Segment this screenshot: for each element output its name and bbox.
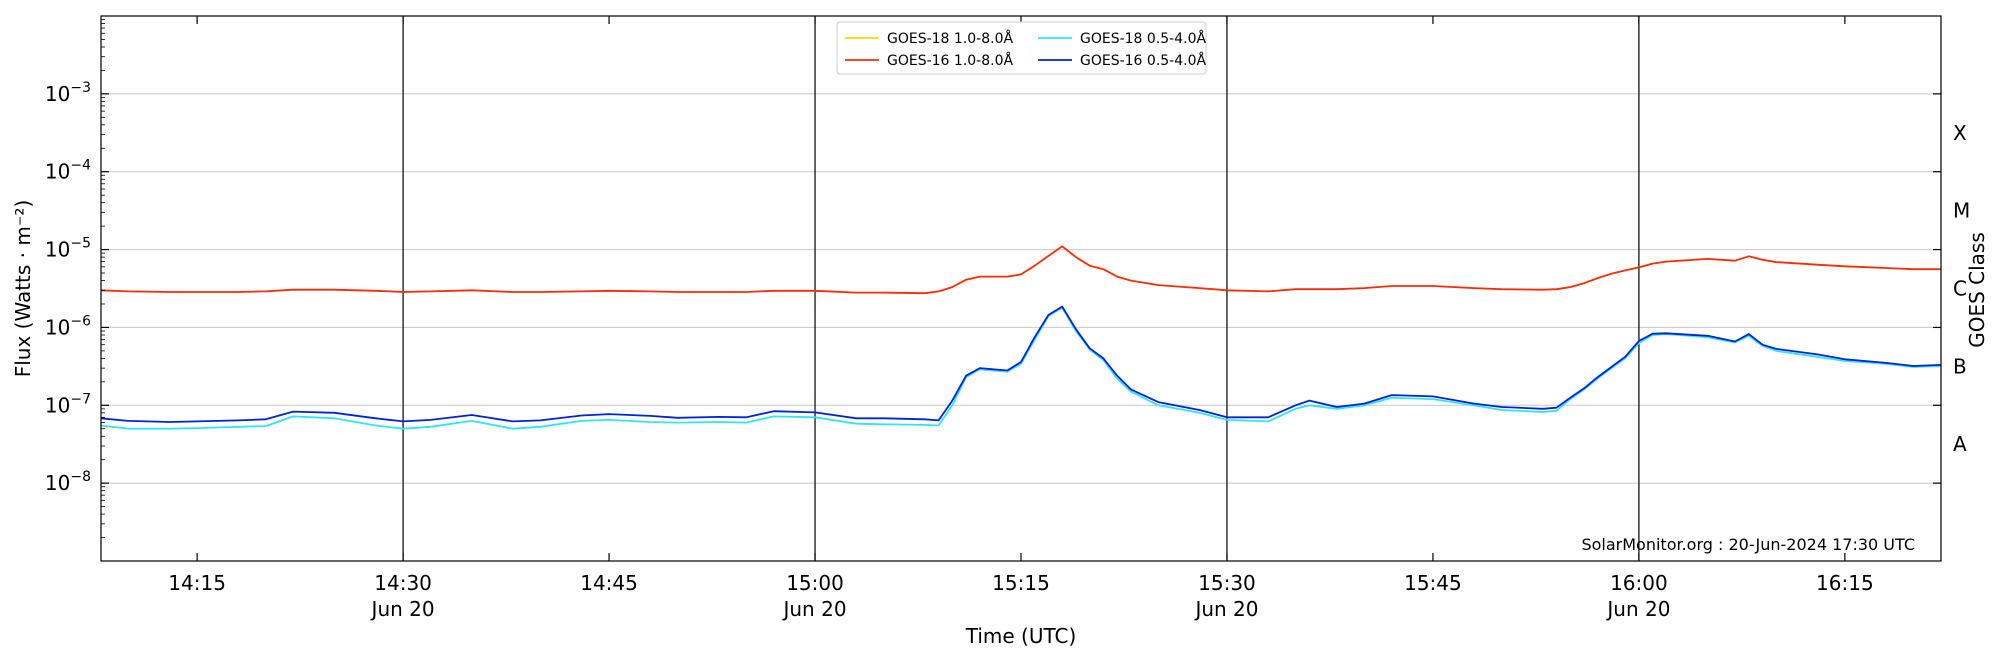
x-tick-date-label: Jun 20 (370, 597, 435, 621)
x-tick-label: 15:15 (992, 571, 1050, 595)
x-tick-label: 16:00 (1610, 571, 1668, 595)
x-tick-date-label: Jun 20 (781, 597, 846, 621)
x-tick-label: 15:30 (1198, 571, 1256, 595)
x-tick-label: 14:30 (374, 571, 432, 595)
source-annotation: SolarMonitor.org : 20-Jun-2024 17:30 UTC (1581, 535, 1915, 554)
legend-entry-label: GOES-16 0.5-4.0Å (1080, 52, 1206, 69)
x-tick-label: 14:45 (580, 571, 638, 595)
x-tick-label: 15:45 (1404, 571, 1462, 595)
y-tick-label: 10−4 (45, 158, 91, 184)
x-axis-title: Time (UTC) (965, 624, 1077, 648)
series-line (100, 245, 1941, 295)
day-boundary-lines (402, 16, 1640, 561)
goes-class-label: X (1953, 121, 1967, 145)
legend-entry-label: GOES-16 1.0-8.0Å (887, 52, 1013, 69)
y-tick-label: 10−7 (45, 391, 91, 417)
goes-class-label: A (1953, 432, 1967, 456)
legend-entry-label: GOES-18 0.5-4.0Å (1080, 30, 1206, 47)
y-tick-label: 10−6 (45, 313, 91, 339)
goes-class-label: M (1953, 199, 1970, 223)
goes-class-label: B (1953, 354, 1967, 378)
plot-frame (100, 15, 1942, 562)
y-axis-title: Flux (Watts · m⁻²) (11, 200, 35, 378)
y-tick-label: 10−3 (45, 80, 91, 106)
y-tick-label: 10−8 (45, 469, 91, 495)
goes-class-label: C (1953, 277, 1967, 301)
y-axis: 10−8 10−7 10−6 10−5 10−4 10−3 (45, 19, 1941, 538)
x-tick-label: 16:15 (1816, 571, 1874, 595)
series-lines (100, 245, 1942, 430)
y-tick-label: 10−5 (45, 236, 91, 262)
series-line (100, 305, 1942, 423)
goes-class-axis: A B C M X (1953, 121, 1970, 456)
legend-entry-label: GOES-18 1.0-8.0Å (887, 30, 1013, 47)
series-line (100, 306, 1942, 430)
legend: GOES-18 1.0-8.0Å GOES-16 1.0-8.0Å GOES-18 … (836, 21, 1207, 75)
grid-lines (101, 93, 1941, 484)
x-tick-date-label: Jun 20 (1605, 597, 1670, 621)
legend-box (836, 21, 1207, 75)
goes-class-axis-title: GOES Class (1965, 232, 1989, 348)
x-tick-label: 14:15 (168, 571, 226, 595)
x-tick-date-label: Jun 20 (1193, 597, 1258, 621)
x-tick-label: 15:00 (786, 571, 844, 595)
